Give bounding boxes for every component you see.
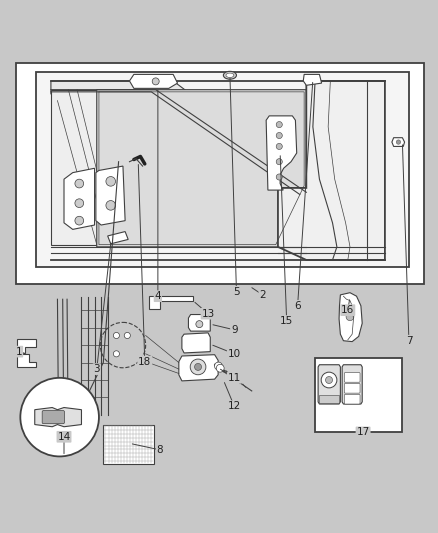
FancyBboxPatch shape (344, 384, 360, 393)
Text: 15: 15 (280, 316, 293, 326)
Polygon shape (188, 314, 210, 331)
Text: 5: 5 (233, 287, 240, 297)
Polygon shape (149, 296, 193, 309)
Circle shape (113, 333, 120, 338)
Polygon shape (392, 138, 405, 147)
Polygon shape (97, 90, 306, 247)
Circle shape (124, 333, 131, 338)
Polygon shape (318, 365, 340, 404)
Polygon shape (182, 333, 210, 353)
Text: 12: 12 (228, 401, 241, 411)
Polygon shape (339, 293, 362, 342)
Bar (319, 395, 339, 403)
Circle shape (75, 179, 84, 188)
FancyBboxPatch shape (42, 410, 64, 424)
Circle shape (190, 359, 206, 375)
Circle shape (216, 364, 224, 372)
Polygon shape (179, 354, 218, 381)
Polygon shape (130, 75, 177, 88)
Polygon shape (96, 166, 125, 225)
Text: 14: 14 (57, 432, 71, 442)
Polygon shape (51, 90, 97, 245)
Circle shape (106, 200, 116, 210)
Circle shape (276, 133, 283, 139)
Circle shape (20, 378, 99, 456)
Text: 4: 4 (155, 291, 161, 301)
FancyBboxPatch shape (344, 394, 360, 404)
Circle shape (194, 364, 201, 370)
Circle shape (113, 351, 120, 357)
Text: 3: 3 (93, 364, 100, 374)
Polygon shape (266, 116, 297, 190)
Ellipse shape (226, 73, 234, 77)
Bar (16, 63, 424, 284)
Text: 18: 18 (138, 357, 152, 367)
FancyBboxPatch shape (344, 373, 360, 382)
Polygon shape (278, 81, 385, 260)
Text: 6: 6 (294, 301, 301, 311)
Text: 1: 1 (16, 346, 22, 357)
Circle shape (276, 143, 283, 149)
Text: 7: 7 (406, 336, 412, 346)
Text: 2: 2 (259, 290, 266, 300)
Ellipse shape (223, 71, 237, 79)
Text: 8: 8 (157, 445, 163, 455)
Polygon shape (64, 168, 95, 229)
Text: 16: 16 (341, 305, 354, 315)
Polygon shape (17, 338, 36, 353)
Bar (103, 425, 153, 464)
Polygon shape (35, 408, 81, 427)
Text: 13: 13 (201, 309, 215, 319)
Circle shape (321, 372, 337, 388)
Circle shape (75, 199, 84, 207)
Circle shape (346, 313, 354, 321)
Text: 11: 11 (228, 373, 241, 383)
Circle shape (152, 78, 159, 85)
Polygon shape (108, 231, 128, 244)
Polygon shape (303, 75, 321, 85)
Polygon shape (17, 354, 36, 367)
Text: 10: 10 (228, 349, 241, 359)
Polygon shape (35, 72, 409, 266)
Circle shape (215, 362, 223, 370)
Circle shape (196, 321, 203, 328)
Polygon shape (342, 365, 362, 404)
Circle shape (396, 140, 401, 144)
Circle shape (75, 216, 84, 225)
Bar (315, 358, 403, 432)
Circle shape (276, 174, 283, 180)
Text: 9: 9 (231, 325, 237, 335)
Circle shape (106, 176, 116, 186)
Circle shape (276, 159, 283, 165)
Polygon shape (51, 81, 315, 201)
Text: 17: 17 (357, 427, 370, 438)
Circle shape (276, 122, 283, 128)
Circle shape (325, 376, 332, 384)
